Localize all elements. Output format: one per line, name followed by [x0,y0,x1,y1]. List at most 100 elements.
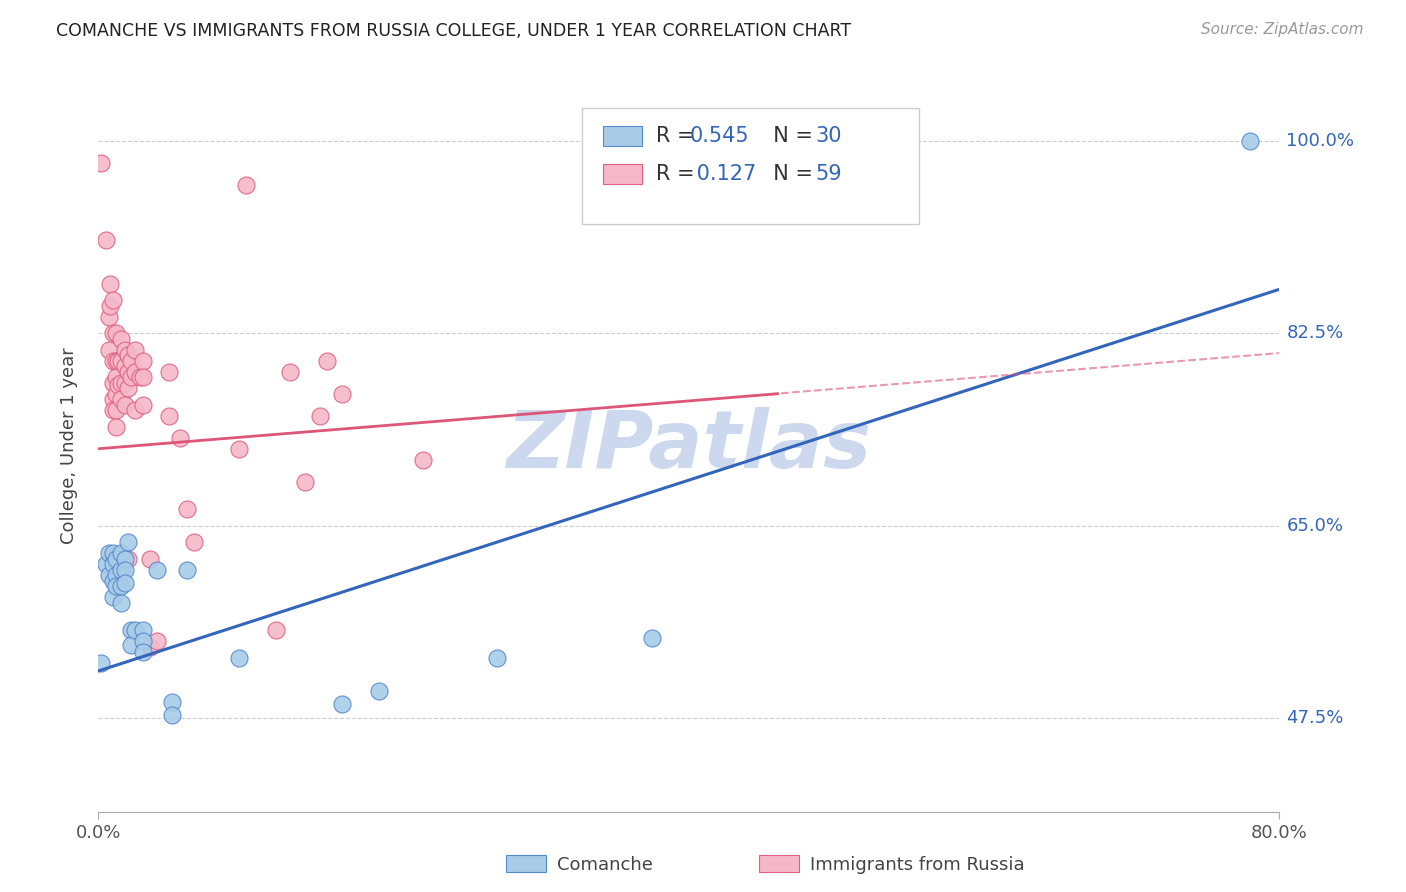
Point [103,591,125,605]
Point [132,370,155,384]
Point [103,558,125,572]
Point [368,683,391,698]
Point [97,343,120,357]
Point [105,579,128,593]
Point [169,431,191,445]
Point [120,624,142,638]
Text: 82.5%: 82.5% [1286,325,1344,343]
Point [486,650,509,665]
Point [103,376,125,390]
Point [103,546,125,560]
Point [162,695,183,709]
Point [117,365,139,379]
Point [114,359,136,374]
Point [641,631,664,645]
Text: 30: 30 [815,127,841,146]
Point [114,343,136,357]
Point [330,697,353,711]
Point [330,386,353,401]
Point [124,403,146,417]
Point [162,707,183,722]
Text: 65.0%: 65.0% [1286,516,1344,534]
Text: 100.0%: 100.0% [1286,132,1354,150]
Text: Immigrants from Russia: Immigrants from Russia [810,856,1025,874]
Text: Comanche: Comanche [557,856,652,874]
Point [176,563,198,577]
Point [114,551,136,566]
Point [105,568,128,582]
Point [139,551,162,566]
Point [128,370,150,384]
Point [120,353,142,368]
Point [139,640,162,654]
Point [264,624,287,638]
Point [110,353,132,368]
Point [294,475,316,489]
Point [183,535,205,549]
Point [117,348,139,362]
Point [110,563,132,577]
Point [110,579,132,593]
Text: R =: R = [657,127,702,146]
Point [105,370,128,384]
Point [117,381,139,395]
Point [105,551,128,566]
Point [110,376,132,390]
Point [157,365,180,379]
Point [132,353,155,368]
Point [157,409,180,423]
Y-axis label: College, Under 1 year: College, Under 1 year [59,348,77,544]
Point [132,624,155,638]
Point [1239,134,1261,148]
Point [103,293,125,308]
Point [97,310,120,324]
Point [103,353,125,368]
Point [316,353,339,368]
Point [103,574,125,588]
Point [278,365,302,379]
Point [94,233,117,247]
Text: ZIPatlas: ZIPatlas [506,407,872,485]
Point [105,419,128,434]
Point [97,546,120,560]
Point [124,624,146,638]
Point [132,398,155,412]
Text: 0.545: 0.545 [690,127,749,146]
Point [94,558,117,572]
Point [124,365,146,379]
Point [124,343,146,357]
Point [105,403,128,417]
Point [110,332,132,346]
Point [110,392,132,407]
Point [97,568,120,582]
Point [90,657,112,671]
Text: 59: 59 [815,164,842,184]
Text: COMANCHE VS IMMIGRANTS FROM RUSSIA COLLEGE, UNDER 1 YEAR CORRELATION CHART: COMANCHE VS IMMIGRANTS FROM RUSSIA COLLE… [56,22,852,40]
Point [132,645,155,659]
Point [228,650,250,665]
Point [132,634,155,648]
Point [176,502,198,516]
Point [90,155,112,169]
Point [228,442,250,456]
Point [412,452,434,467]
Text: N =: N = [761,127,820,146]
Point [146,634,169,648]
Point [105,386,128,401]
Text: R =: R = [657,164,702,184]
Point [110,596,132,610]
Point [120,370,142,384]
Point [309,409,332,423]
Point [107,353,129,368]
Text: 47.5%: 47.5% [1286,709,1344,727]
Point [103,326,125,341]
Point [120,638,142,652]
Point [117,535,139,549]
Text: 0.127: 0.127 [690,164,756,184]
Point [114,376,136,390]
Point [103,392,125,407]
Point [98,277,121,291]
Point [105,326,128,341]
Text: N =: N = [761,164,820,184]
Text: Source: ZipAtlas.com: Source: ZipAtlas.com [1201,22,1364,37]
